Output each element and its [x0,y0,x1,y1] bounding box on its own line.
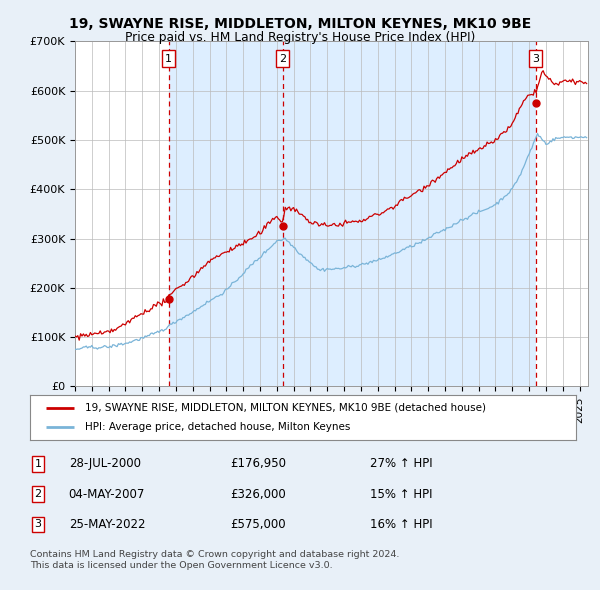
Text: £326,000: £326,000 [230,487,286,501]
Text: £575,000: £575,000 [230,518,286,531]
Text: 3: 3 [34,519,41,529]
Bar [169,41,283,386]
Text: 3: 3 [532,54,539,64]
Text: Price paid vs. HM Land Registry's House Price Index (HPI): Price paid vs. HM Land Registry's House … [125,31,475,44]
Text: This data is licensed under the Open Government Licence v3.0.: This data is licensed under the Open Gov… [30,560,332,569]
Text: 28-JUL-2000: 28-JUL-2000 [68,457,140,470]
Text: Contains HM Land Registry data © Crown copyright and database right 2024.: Contains HM Land Registry data © Crown c… [30,550,400,559]
Text: 25-MAY-2022: 25-MAY-2022 [68,518,145,531]
Text: 2: 2 [279,54,286,64]
Text: 1: 1 [165,54,172,64]
Text: 1: 1 [34,459,41,469]
Text: £176,950: £176,950 [230,457,286,470]
Text: 04-MAY-2007: 04-MAY-2007 [68,487,145,501]
Text: 19, SWAYNE RISE, MIDDLETON, MILTON KEYNES, MK10 9BE: 19, SWAYNE RISE, MIDDLETON, MILTON KEYNE… [69,17,531,31]
Text: 27% ↑ HPI: 27% ↑ HPI [370,457,433,470]
Text: 16% ↑ HPI: 16% ↑ HPI [370,518,433,531]
Bar [283,41,536,386]
Text: 2: 2 [34,489,41,499]
Text: 19, SWAYNE RISE, MIDDLETON, MILTON KEYNES, MK10 9BE (detached house): 19, SWAYNE RISE, MIDDLETON, MILTON KEYNE… [85,403,485,412]
Text: 15% ↑ HPI: 15% ↑ HPI [370,487,433,501]
Text: HPI: Average price, detached house, Milton Keynes: HPI: Average price, detached house, Milt… [85,422,350,432]
